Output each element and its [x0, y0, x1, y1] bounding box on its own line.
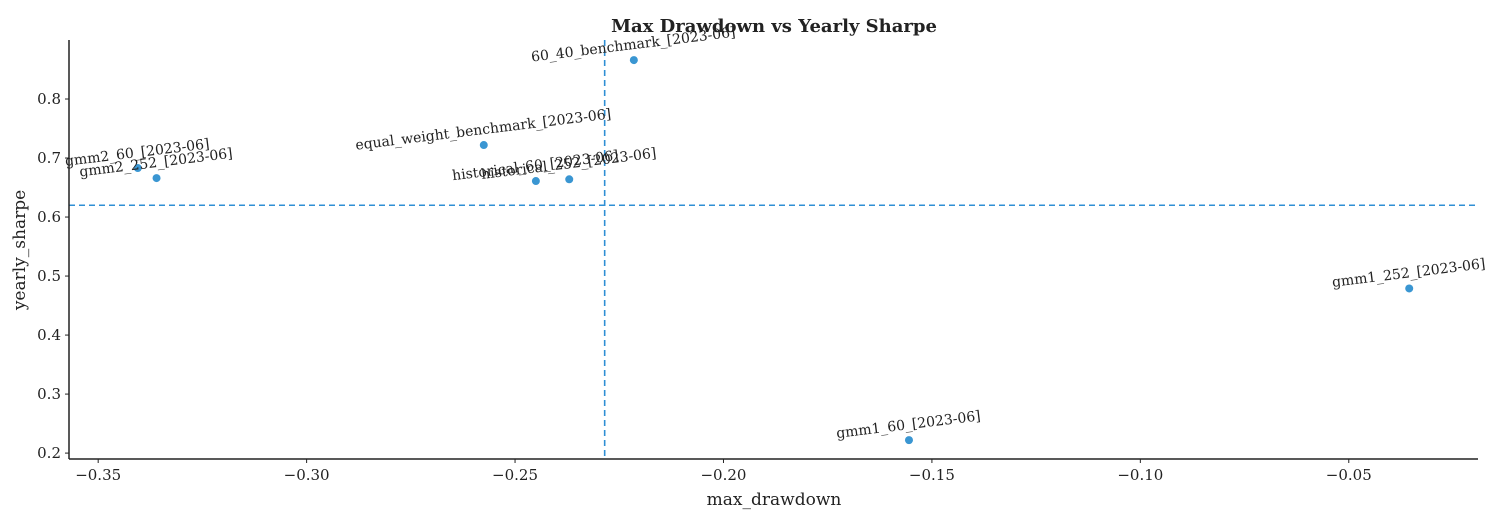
data-point: [479, 141, 488, 150]
x-tick-label: −0.05: [1326, 466, 1372, 484]
y-tick-label: 0.5: [37, 267, 61, 285]
y-tick-label: 0.7: [37, 149, 61, 167]
data-point: [531, 177, 540, 186]
chart-title: Max Drawdown vs Yearly Sharpe: [611, 16, 937, 37]
x-tick-label: −0.20: [700, 466, 746, 484]
data-point: [565, 175, 574, 184]
data-point: [904, 436, 913, 445]
y-ticks: 0.2 0.3 0.4 0.5 0.6 0.7 0.8: [37, 90, 69, 462]
y-tick-label: 0.3: [37, 385, 61, 403]
y-tick-label: 0.8: [37, 90, 61, 108]
data-point: [133, 164, 142, 173]
axes: [68, 40, 1478, 460]
y-tick-label: 0.4: [37, 326, 61, 344]
x-tick-label: −0.15: [909, 466, 955, 484]
x-ticks: −0.35 −0.30 −0.25 −0.20 −0.15 −0.10 −0.05: [75, 459, 1372, 484]
data-point: [629, 56, 638, 65]
data-points: [133, 56, 1414, 445]
point-labels: 60_40_benchmark_[2023-06]equal_weight_be…: [64, 25, 1486, 442]
data-point: [152, 174, 161, 183]
x-tick-label: −0.35: [75, 466, 121, 484]
data-point: [1405, 284, 1414, 293]
y-axis-label: yearly_sharpe: [10, 190, 30, 311]
x-tick-label: −0.30: [284, 466, 330, 484]
y-tick-label: 0.6: [37, 208, 61, 226]
x-tick-label: −0.25: [492, 466, 538, 484]
x-axis-label: max_drawdown: [707, 490, 842, 510]
y-tick-label: 0.2: [37, 444, 61, 462]
x-tick-label: −0.10: [1117, 466, 1163, 484]
reference-lines: [69, 40, 1478, 459]
